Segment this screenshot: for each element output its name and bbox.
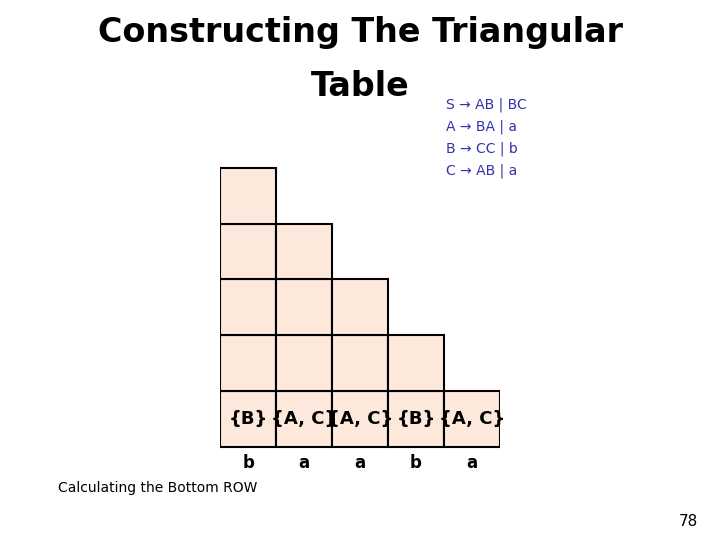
Bar <box>276 224 332 280</box>
Text: a: a <box>467 454 477 472</box>
Text: {B}: {B} <box>228 410 268 428</box>
Bar <box>220 224 276 280</box>
Text: Constructing The Triangular: Constructing The Triangular <box>97 16 623 49</box>
Text: b: b <box>410 454 422 472</box>
Bar <box>220 280 276 335</box>
Bar <box>388 392 444 447</box>
Text: {B}: {B} <box>396 410 436 428</box>
Text: Calculating the Bottom ROW: Calculating the Bottom ROW <box>58 481 257 495</box>
Text: S → AB | BC
A → BA | a
B → CC | b
C → AB | a: S → AB | BC A → BA | a B → CC | b C → AB… <box>446 97 527 178</box>
Text: 78: 78 <box>679 514 698 529</box>
Bar <box>332 335 388 391</box>
Bar <box>220 335 276 391</box>
Bar <box>220 167 276 224</box>
Text: {A, C}: {A, C} <box>438 410 505 428</box>
Bar <box>276 335 332 391</box>
Text: {A, C}: {A, C} <box>327 410 393 428</box>
Bar <box>332 392 388 447</box>
Text: {A, C}: {A, C} <box>271 410 337 428</box>
Bar <box>276 280 332 335</box>
Bar <box>276 392 332 447</box>
Bar <box>444 392 500 447</box>
Bar <box>332 280 388 335</box>
Text: a: a <box>354 454 366 472</box>
Bar <box>220 392 276 447</box>
Bar <box>388 335 444 391</box>
Text: b: b <box>242 454 254 472</box>
Text: Table: Table <box>310 70 410 103</box>
Text: a: a <box>299 454 310 472</box>
